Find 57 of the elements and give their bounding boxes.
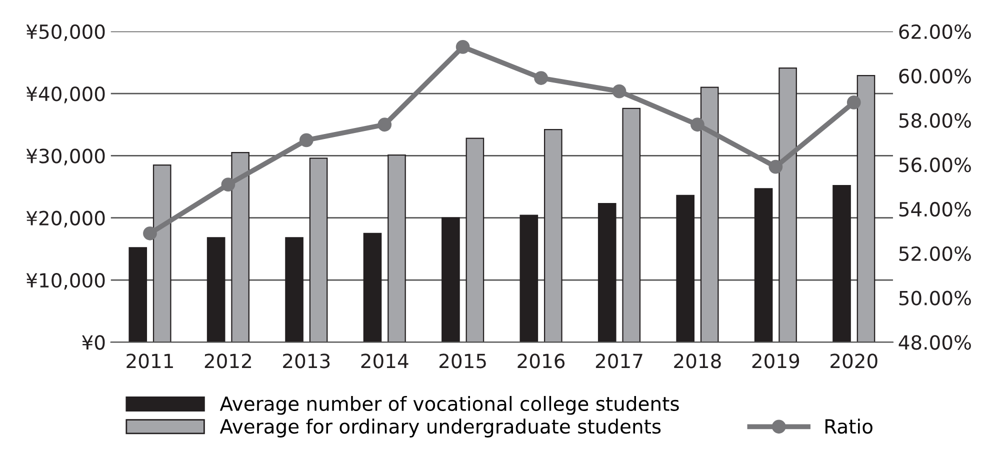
bar [466, 138, 484, 342]
y2-tick-label: 60.00% [899, 68, 971, 84]
x-tick-label: 2012 [204, 354, 251, 368]
x-tick-label: 2016 [518, 354, 565, 368]
point [299, 133, 314, 148]
bar [676, 194, 694, 342]
x-tick-label: 2017 [596, 354, 642, 368]
x-tick-label: 2018 [674, 354, 721, 368]
point [846, 95, 861, 110]
x-tick-label: 2019 [752, 354, 800, 368]
bar [520, 214, 538, 342]
legend-label: Average number of vocational college students [220, 396, 679, 415]
y-tick-label: ¥0 [82, 335, 105, 350]
bar [700, 86, 719, 342]
bar [598, 203, 616, 342]
bar [856, 74, 876, 342]
bar [544, 129, 562, 342]
point [690, 118, 704, 132]
y2-tick-label: 54.00% [899, 202, 971, 217]
x-tick-label: 2011 [126, 354, 173, 368]
point [378, 118, 392, 132]
bar [832, 184, 851, 342]
y-tick-label: ¥30,000 [26, 148, 105, 166]
bar [285, 237, 304, 342]
point [143, 226, 157, 240]
x-tick-label: 2014 [361, 354, 408, 368]
bar [778, 68, 797, 342]
y-tick-label: ¥20,000 [26, 210, 105, 228]
bar [363, 232, 382, 342]
point [456, 40, 470, 54]
legend-label: Average for ordinary undergraduate students [220, 418, 661, 438]
y-tick-label: ¥40,000 [26, 86, 105, 104]
y2-tick-label: 62.00% [899, 24, 971, 40]
x-tick-label: 2015 [440, 354, 486, 368]
bar [754, 188, 773, 342]
y2-tick-label: 56.00% [899, 158, 971, 172]
bar [231, 152, 250, 342]
point [612, 84, 626, 98]
point [534, 71, 548, 85]
bar [388, 154, 406, 342]
point [221, 178, 236, 192]
bar [309, 158, 328, 342]
y-tick-label: ¥10,000 [26, 272, 105, 290]
x-tick-label: 2020 [830, 354, 878, 368]
y2-tick-label: 52.00% [899, 246, 971, 262]
point [768, 160, 783, 174]
y-tick-label: ¥50,000 [26, 24, 105, 42]
bar [206, 237, 226, 342]
y2-tick-label: 58.00% [899, 113, 971, 128]
bar [128, 247, 148, 342]
y2-tick-label: 50.00% [899, 290, 971, 306]
bar [622, 108, 641, 342]
bar [152, 164, 172, 342]
bar [442, 217, 460, 342]
x-tick-label: 2013 [283, 354, 330, 368]
legend-label: Ratio [825, 418, 872, 434]
y2-tick-label: 48.00% [898, 335, 971, 350]
